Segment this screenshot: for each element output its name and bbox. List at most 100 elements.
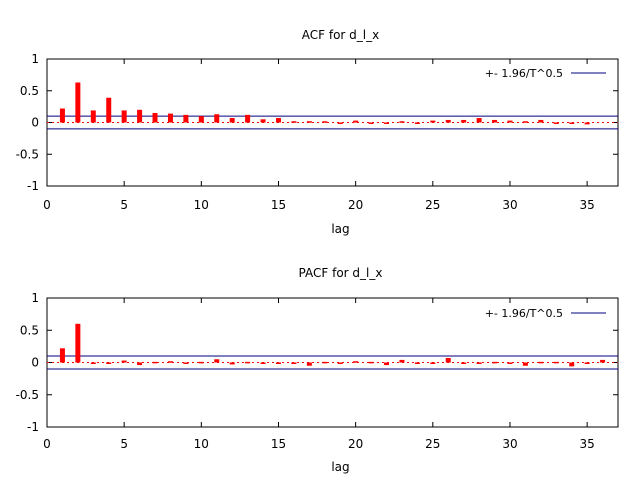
acf-bar — [522, 362, 528, 366]
chart-panel-pacf: PACF for d_l_x 1 0.5 0 -0.5 -1 0 5 10 15 20 25 30 35 l… — [16, 266, 619, 474]
y-tick-label: 1 — [31, 291, 39, 305]
x-tick-label: 30 — [502, 437, 517, 451]
acf-bar — [183, 114, 189, 123]
acf-bar — [368, 122, 374, 124]
x-tick-label: 10 — [194, 198, 209, 212]
x-axis-label: lag — [331, 222, 349, 236]
acf-bar — [492, 361, 498, 364]
acf-bar — [430, 362, 436, 364]
legend-label: +- 1.96/T^0.5 — [485, 67, 563, 80]
acf-bar — [461, 362, 467, 364]
acf-bar — [337, 122, 343, 124]
acf-bar — [492, 119, 498, 123]
acf-bar — [275, 362, 281, 364]
acf-bar — [75, 82, 81, 123]
acf-bar — [399, 359, 405, 363]
acf-bar — [106, 362, 112, 364]
acf-bar — [214, 359, 220, 363]
y-tick-label: 0 — [31, 356, 39, 370]
acf-bar — [337, 362, 343, 364]
chart-title: ACF for d_l_x — [302, 28, 379, 42]
x-tick-label: 5 — [120, 198, 128, 212]
acf-bar — [600, 359, 606, 363]
acf-bar — [90, 110, 96, 123]
y-tick-label: 0.5 — [20, 84, 39, 98]
y-tick-label: 0.5 — [20, 323, 39, 337]
acf-bar — [538, 119, 544, 123]
acf-bar — [291, 362, 297, 364]
y-tick-label: -0.5 — [16, 147, 39, 161]
acf-bar — [306, 362, 312, 366]
x-tick-label: 15 — [271, 437, 286, 451]
y-tick-label: -1 — [27, 420, 39, 434]
acf-bar — [137, 109, 143, 123]
acf-bar — [198, 116, 204, 123]
acf-bar — [121, 110, 127, 123]
x-tick-label: 15 — [271, 198, 286, 212]
acf-bar — [353, 361, 359, 363]
acf-bar — [198, 361, 204, 364]
acf-bar — [461, 119, 467, 123]
acf-bar — [569, 122, 575, 124]
acf-bar — [553, 361, 559, 364]
acf-bar — [584, 362, 590, 364]
acf-bar — [445, 357, 451, 363]
acf-bar — [229, 118, 235, 123]
acf-bar — [260, 119, 266, 123]
acf-bar — [507, 362, 513, 364]
acf-bar — [476, 118, 482, 123]
x-tick-label: 5 — [120, 437, 128, 451]
acf-bar — [121, 360, 127, 363]
acf-bar — [522, 121, 528, 123]
acf-bar — [214, 114, 220, 123]
acf-bar — [260, 362, 266, 364]
acf-bar — [245, 361, 251, 364]
acf-bar — [399, 121, 405, 123]
acf-bar — [384, 122, 390, 124]
acf-bar — [384, 362, 390, 366]
acf-bar — [59, 348, 65, 363]
acf-bar — [507, 120, 513, 123]
x-tick-label: 0 — [43, 198, 51, 212]
x-tick-label: 25 — [425, 437, 440, 451]
x-tick-label: 10 — [194, 437, 209, 451]
acf-bar — [229, 362, 235, 365]
acf-bar — [368, 361, 374, 364]
acf-bar — [152, 112, 158, 123]
y-tick-label: 1 — [31, 52, 39, 66]
acf-bar — [306, 121, 312, 123]
acf-bar — [183, 362, 189, 364]
y-tick-label: -0.5 — [16, 388, 39, 402]
y-tick-label: 0 — [31, 116, 39, 130]
acf-bar — [538, 361, 544, 364]
x-axis-label: lag — [331, 460, 349, 474]
acf-bar — [430, 120, 436, 123]
acf-bar — [569, 362, 575, 367]
acf-bar — [137, 362, 143, 366]
x-tick-label: 0 — [43, 437, 51, 451]
acf-bar — [167, 113, 173, 123]
acf-bar — [414, 362, 420, 364]
acf-bar — [322, 361, 328, 364]
acf-bar — [353, 120, 359, 123]
acf-bar — [275, 118, 281, 123]
x-tick-label: 35 — [579, 437, 594, 451]
acf-bar — [245, 114, 251, 123]
acf-bar — [445, 119, 451, 123]
acf-bar — [75, 323, 81, 363]
chart-panel-acf: ACF for d_l_x 1 0.5 0 -0.5 -1 0 5 10 15 20 25 30 35 la… — [16, 28, 619, 236]
acf-bar — [476, 362, 482, 364]
y-tick-label: -1 — [27, 179, 39, 193]
x-tick-label: 20 — [348, 437, 363, 451]
acf-bar — [90, 362, 96, 364]
acf-bar — [291, 121, 297, 123]
x-tick-label: 30 — [502, 198, 517, 212]
legend-label: +- 1.96/T^0.5 — [485, 307, 563, 320]
acf-bar — [167, 361, 173, 363]
chart-legend: +- 1.96/T^0.5 — [485, 307, 606, 320]
acf-bar — [322, 121, 328, 123]
acf-bar — [553, 122, 559, 124]
x-tick-label: 25 — [425, 198, 440, 212]
